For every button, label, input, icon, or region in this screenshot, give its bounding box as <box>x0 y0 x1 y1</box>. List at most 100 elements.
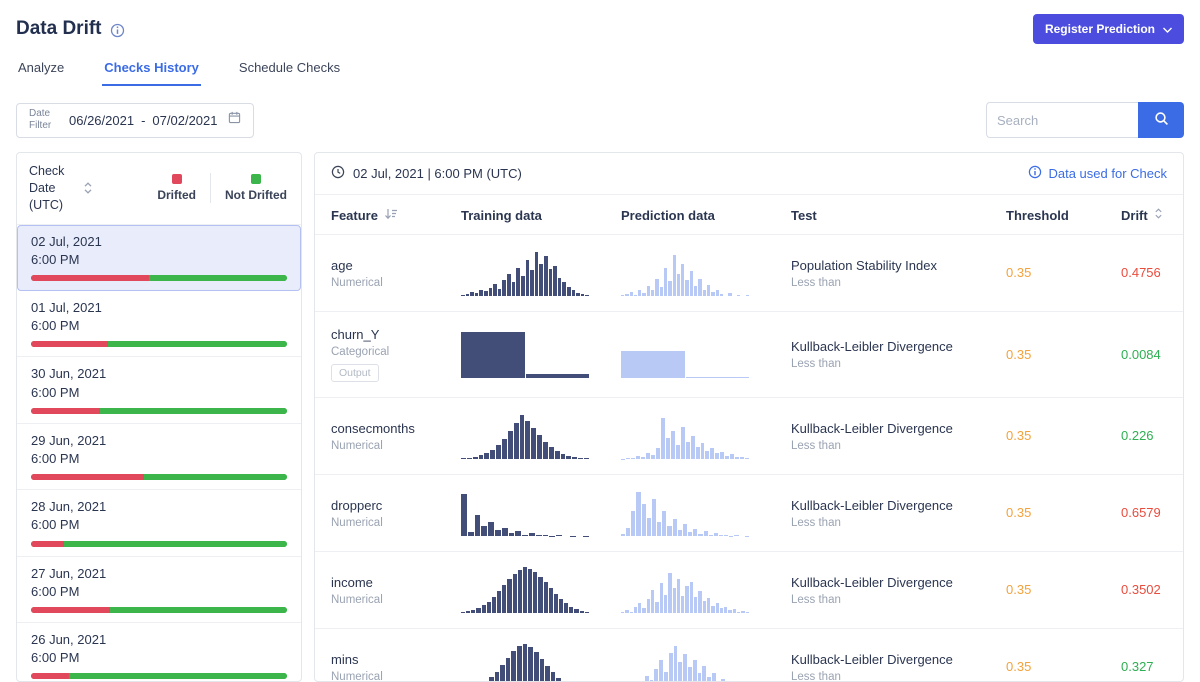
search-button[interactable] <box>1138 102 1184 138</box>
table-row[interactable]: consecmonths Numerical Kullback-Leibler … <box>315 397 1183 475</box>
feature-type: Numerical <box>331 516 383 529</box>
test-name: Kullback-Leibler Divergence <box>791 420 953 436</box>
tab-schedule-checks[interactable]: Schedule Checks <box>237 56 342 86</box>
check-date-item[interactable]: 28 Jun, 2021 6:00 PM <box>17 490 301 557</box>
drift-legend: Drifted Not Drifted <box>157 173 289 204</box>
check-detail-panel: 02 Jul, 2021 | 6:00 PM (UTC) Data used f… <box>314 152 1184 682</box>
drift-ratio-bar <box>31 540 287 547</box>
table-row[interactable]: income Numerical Kullback-Leibler Diverg… <box>315 551 1183 629</box>
column-drift: Drift <box>1105 195 1183 235</box>
check-date-item[interactable]: 27 Jun, 2021 6:00 PM <box>17 557 301 623</box>
check-time-text: 6:00 PM <box>31 583 80 599</box>
feature-header-label: Feature <box>331 207 378 223</box>
training-histogram <box>461 490 590 536</box>
column-feature: Feature <box>315 195 445 235</box>
drift-ratio-bar <box>31 673 287 680</box>
threshold-value: 0.35 <box>1006 265 1032 280</box>
check-date-item[interactable]: 26 Jun, 2021 6:00 PM <box>17 623 301 681</box>
feature-name: churn_Y <box>331 327 380 342</box>
drifted-bar-segment <box>31 606 111 613</box>
check-date-item[interactable]: 01 Jul, 2021 6:00 PM <box>17 291 301 358</box>
page-title: Data Drift <box>16 18 102 39</box>
test-name: Kullback-Leibler Divergence <box>791 574 953 590</box>
register-prediction-label: Register Prediction <box>1044 22 1155 36</box>
table-row[interactable]: dropperc Numerical Kullback-Leibler Dive… <box>315 474 1183 552</box>
check-date-item[interactable]: 29 Jun, 2021 6:00 PM <box>17 424 301 491</box>
not-drifted-bar-segment <box>107 341 287 348</box>
legend-drifted: Drifted <box>157 174 196 202</box>
drift-header-label: Drift <box>1121 207 1148 223</box>
main-content: Check Date (UTC) Drifted Not Drifted <box>16 152 1184 682</box>
drift-value: 0.6579 <box>1121 505 1161 520</box>
table-row[interactable]: age Numerical Population Stability Index… <box>315 234 1183 312</box>
table-row[interactable]: churn_Y Categorical Output Kullback-Leib… <box>315 311 1183 398</box>
date-filter[interactable]: Date Filter 06/26/2021 - 07/02/2021 <box>16 102 254 138</box>
drifted-bar-segment <box>31 275 149 281</box>
threshold-value: 0.35 <box>1006 346 1032 362</box>
check-date-list: 02 Jul, 2021 6:00 PM 01 Jul, 2021 6:00 P… <box>17 224 301 681</box>
column-threshold: Threshold <box>990 195 1105 235</box>
prediction-histogram <box>621 413 750 459</box>
drifted-bar-segment <box>31 407 101 414</box>
detail-header: 02 Jul, 2021 | 6:00 PM (UTC) Data used f… <box>315 153 1183 195</box>
drift-value: 0.4756 <box>1121 265 1161 280</box>
check-date-item[interactable]: 02 Jul, 2021 6:00 PM <box>17 224 301 291</box>
check-panel-header: Check Date (UTC) Drifted Not Drifted <box>17 153 301 225</box>
not-drifted-bar-segment <box>148 275 287 281</box>
column-test: Test <box>775 195 990 235</box>
info-icon[interactable] <box>110 23 125 38</box>
sort-descending-icon[interactable] <box>384 208 398 223</box>
not-drifted-swatch <box>251 174 261 185</box>
test-condition: Less than <box>791 439 841 452</box>
page-header: Data Drift Register Prediction <box>16 14 1184 44</box>
drift-value: 0.3502 <box>1121 582 1161 597</box>
chevron-down-icon <box>1163 22 1172 36</box>
test-name: Kullback-Leibler Divergence <box>791 497 953 513</box>
data-used-for-check-link[interactable]: Data used for Check <box>1028 165 1167 182</box>
feature-name: consecmonths <box>331 420 415 436</box>
test-name: Kullback-Leibler Divergence <box>791 339 953 354</box>
check-date-text: 01 Jul, 2021 <box>31 300 102 315</box>
date-filter-label: Date Filter <box>29 107 52 132</box>
test-condition: Less than <box>791 516 841 529</box>
column-training-data: Training data <box>445 195 605 235</box>
check-date-item[interactable]: 30 Jun, 2021 6:00 PM <box>17 357 301 424</box>
search-input[interactable] <box>986 102 1138 138</box>
not-drifted-label: Not Drifted <box>225 188 287 203</box>
threshold-value: 0.35 <box>1006 428 1032 443</box>
feature-name: mins <box>331 651 359 667</box>
check-time-text: 6:00 PM <box>31 650 80 666</box>
table-row[interactable]: mins Numerical Kullback-Leibler Divergen… <box>315 628 1183 682</box>
drift-ratio-bar <box>31 606 287 613</box>
check-date-text: 30 Jun, 2021 <box>31 366 107 382</box>
feature-type: Numerical <box>331 670 383 682</box>
feature-type: Numerical <box>331 593 383 606</box>
date-separator: - <box>141 112 146 128</box>
feature-table: Feature Training data Prediction data Te… <box>315 195 1183 682</box>
check-time-text: 6:00 PM <box>31 318 80 334</box>
prediction-histogram <box>621 490 749 536</box>
drifted-bar-segment <box>31 673 70 680</box>
tab-analyze[interactable]: Analyze <box>16 56 66 86</box>
feature-type: Numerical <box>331 276 383 289</box>
tab-checks-history[interactable]: Checks History <box>102 56 201 86</box>
prediction-histogram <box>621 332 749 378</box>
drift-value: 0.327 <box>1121 659 1154 674</box>
drifted-label: Drifted <box>157 188 196 203</box>
clock-icon <box>331 165 345 182</box>
feature-name: age <box>331 257 353 273</box>
sort-icon[interactable] <box>1154 207 1163 223</box>
check-date-sort-icon[interactable] <box>83 181 93 195</box>
register-prediction-button[interactable]: Register Prediction <box>1032 14 1184 44</box>
feature-table-body: age Numerical Population Stability Index… <box>315 234 1183 682</box>
feature-name: dropperc <box>331 497 383 513</box>
date-start: 06/26/2021 <box>69 112 135 128</box>
threshold-value: 0.35 <box>1006 582 1032 597</box>
test-condition: Less than <box>791 593 841 606</box>
detail-timestamp-group: 02 Jul, 2021 | 6:00 PM (UTC) <box>331 165 522 182</box>
drift-value: 0.226 <box>1121 428 1154 443</box>
drift-ratio-bar <box>31 341 287 348</box>
threshold-value: 0.35 <box>1006 505 1032 520</box>
legend-divider <box>210 173 211 204</box>
